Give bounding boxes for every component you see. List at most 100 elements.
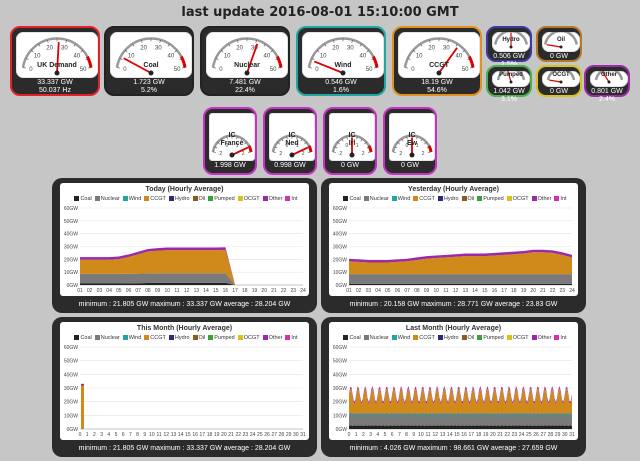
series-area-ccgt <box>80 249 236 285</box>
chart-panel-1: Today (Hourly Average) Coal Nuclear Wind CCG… <box>52 178 317 313</box>
gauge-dial: 0 10 20 30 40 50 Coal <box>110 32 192 78</box>
gauge-needle <box>546 44 562 48</box>
x-tick-label: 4 <box>107 432 110 438</box>
gauge-tick-label: 2 <box>339 151 342 157</box>
gauge-needle <box>246 43 259 74</box>
chart-legend: Coal Nuclear Wind CCGT Hydro Oil Pumped OCGT Oth… <box>329 335 578 341</box>
gauge-dial: 0 10 20 30 40 50 Wind <box>302 32 384 78</box>
x-tick-label: 21 <box>497 432 503 438</box>
gauge-tick-label: 20 <box>46 46 53 52</box>
gauge-tick-label: 1 <box>416 143 419 149</box>
x-tick-label: 17 <box>232 288 238 294</box>
legend-label: Other <box>268 196 283 202</box>
x-tick-label: 4 <box>376 432 379 438</box>
x-tick-label: 06 <box>395 288 401 294</box>
x-tick-label: 30 <box>293 432 299 438</box>
gauge-name: IC Irl <box>349 132 356 147</box>
legend-swatch <box>168 196 174 202</box>
x-tick-label: 18 <box>242 288 248 294</box>
legend-label: Pumped <box>214 335 235 341</box>
x-tick-label: 17 <box>200 432 206 438</box>
x-tick-label: 6 <box>391 432 394 438</box>
chart-box: Last Month (Hourly Average) Coal Nuclear Wi… <box>329 322 578 440</box>
y-tick-label: 20GW <box>333 257 347 263</box>
gauge-value: 1.042 GW 3.1% <box>493 88 525 103</box>
x-tick-label: 13 <box>194 288 200 294</box>
series-area-other <box>349 249 572 263</box>
page-title: last update 2016-08-01 15:10:00 GMT <box>181 5 459 20</box>
legend-swatch <box>531 335 537 341</box>
legend-swatch <box>192 196 198 202</box>
x-tick-label: 17 <box>469 432 475 438</box>
x-tick-label: 16 <box>461 432 467 438</box>
x-tick-label: 10 <box>164 288 170 294</box>
gauge-tick-label: 0 <box>29 67 33 73</box>
x-tick-label: 12 <box>433 432 439 438</box>
legend-label: Wind <box>128 335 142 341</box>
legend-label: Int <box>291 335 298 341</box>
legend-swatch <box>237 335 243 341</box>
x-tick-label: 16 <box>492 288 498 294</box>
x-tick-label: 29 <box>555 432 561 438</box>
x-tick-label: 31 <box>569 432 575 438</box>
legend-label: Other <box>537 196 552 202</box>
chart-legend: Coal Nuclear Wind CCGT Hydro Oil Pumped OCGT Oth… <box>60 335 309 341</box>
legend-label: Pumped <box>483 196 504 202</box>
gauge-tick-label: 0 <box>411 67 415 73</box>
legend-label: Hydro <box>443 196 459 202</box>
chart-panel-4: Last Month (Hourly Average) Coal Nuclear Wi… <box>321 317 586 457</box>
x-tick-label: 16 <box>223 288 229 294</box>
chart-stats: minimum : 4.026 GW maximum : 98.661 GW a… <box>349 445 558 452</box>
legend-label: Oil <box>198 196 206 202</box>
gauge-needle <box>602 71 610 83</box>
gauge-dial: OCGT <box>542 71 580 87</box>
legend-label: Oil <box>198 335 206 341</box>
gauge-name: Coal <box>143 62 158 69</box>
legend-label: CCGT <box>419 196 435 202</box>
legend-label: Pumped <box>214 196 235 202</box>
legend-swatch <box>237 196 243 202</box>
gauge-value: 0 GW <box>401 162 419 169</box>
y-tick-label: 0GW <box>336 283 348 289</box>
x-tick-label: 13 <box>171 432 177 438</box>
legend-swatch <box>477 335 483 341</box>
x-tick-label: 09 <box>424 288 430 294</box>
gauge-tick-label: 2 <box>219 151 222 157</box>
legend-swatch <box>506 196 512 202</box>
gauge-needle <box>507 71 512 83</box>
x-tick-label: 16 <box>192 432 198 438</box>
gauge-tick-label: 20 <box>236 46 243 52</box>
gauge-tick-label: 10 <box>224 54 231 60</box>
legend-swatch <box>413 196 419 202</box>
x-tick-label: 04 <box>375 288 381 294</box>
gauge-sub-value: 22.4% <box>235 87 255 94</box>
legend-swatch <box>506 335 512 341</box>
x-tick-label: 8 <box>136 432 139 438</box>
chart-stats: minimum : 21.805 GW maximum : 33.337 GW … <box>78 445 291 452</box>
x-tick-label: 22 <box>550 288 556 294</box>
y-tick-label: 50GW <box>333 359 347 365</box>
x-tick-label: 12 <box>453 288 459 294</box>
gauge-ocgt: OCGT 0 GW <box>536 65 582 97</box>
x-tick-label: 14 <box>203 288 209 294</box>
gauge-name: IC Ew <box>407 132 418 147</box>
legend-swatch <box>94 335 100 341</box>
y-tick-label: 10GW <box>64 270 78 276</box>
gauge-needle <box>231 146 249 156</box>
gauge-tick-label: 50 <box>462 67 469 73</box>
chart-box: Yesterday (Hourly Average) Coal Nuclear Win… <box>329 183 578 296</box>
x-tick-label: 24 <box>250 432 256 438</box>
gauge-dial: Hydro <box>492 32 530 52</box>
legend-label: OCGT <box>512 196 529 202</box>
legend-label: CCGT <box>150 196 166 202</box>
legend-label: Int <box>560 196 567 202</box>
y-tick-label: 10GW <box>333 413 347 419</box>
legend-label: Hydro <box>174 335 190 341</box>
y-tick-label: 30GW <box>333 386 347 392</box>
y-tick-label: 40GW <box>64 372 78 378</box>
legend-swatch <box>343 196 349 202</box>
gauge-tick-label: 30 <box>61 46 68 52</box>
gauge-tick-label: 0 <box>285 143 288 149</box>
gauge-ic-irl: 2 0 1 2 IC Irl 0 GW <box>323 107 377 175</box>
legend-label: OCGT <box>243 196 260 202</box>
